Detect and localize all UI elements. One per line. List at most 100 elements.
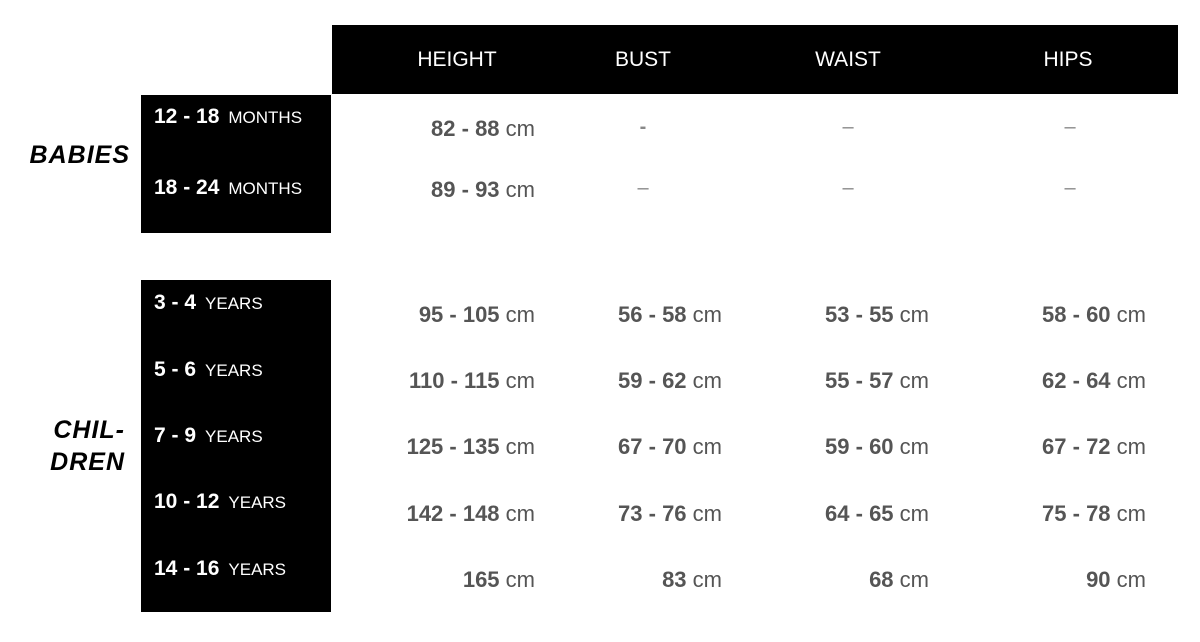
size-unit: YEARS bbox=[228, 560, 287, 579]
hips-value: 75 - 78 cm bbox=[1042, 501, 1146, 527]
measurement: 62 - 64 bbox=[1042, 368, 1111, 393]
unit: cm bbox=[505, 501, 535, 526]
hips-value: 62 - 64 cm bbox=[1042, 368, 1146, 394]
measurement: 67 - 70 bbox=[618, 434, 687, 459]
size-label: 5 - 6 YEARS bbox=[154, 358, 263, 382]
unit: cm bbox=[1116, 434, 1146, 459]
measurement: 56 - 58 bbox=[618, 302, 687, 327]
bust-value: - bbox=[639, 116, 647, 138]
unit: cm bbox=[1116, 368, 1146, 393]
measurement: 55 - 57 bbox=[825, 368, 894, 393]
group-label-babies: BABIES bbox=[29, 141, 130, 169]
unit: cm bbox=[899, 567, 929, 592]
bust-value: 59 - 62 cm bbox=[618, 368, 722, 394]
measurement: 73 - 76 bbox=[618, 501, 687, 526]
size-unit: YEARS bbox=[205, 427, 263, 446]
unit: cm bbox=[692, 368, 722, 393]
size-label: 14 - 16 YEARS bbox=[154, 557, 286, 581]
size-label: 12 - 18 MONTHS bbox=[154, 105, 302, 129]
measurement: 125 - 135 bbox=[406, 434, 500, 459]
size-unit: YEARS bbox=[205, 294, 263, 313]
waist-value: – bbox=[842, 177, 854, 199]
unit: cm bbox=[692, 567, 722, 592]
bust-value: 83 cm bbox=[662, 567, 722, 593]
height-value: 165 cm bbox=[463, 567, 535, 593]
unit: cm bbox=[505, 434, 535, 459]
size-range: 14 - 16 bbox=[154, 557, 220, 580]
measurement: 67 - 72 bbox=[1042, 434, 1111, 459]
unit: cm bbox=[899, 368, 929, 393]
group-label-line: DREN bbox=[50, 448, 125, 476]
measurement: 68 bbox=[869, 567, 894, 592]
measurement: 82 - 88 bbox=[431, 116, 500, 141]
unit: cm bbox=[1116, 302, 1146, 327]
measurement: 95 - 105 bbox=[418, 302, 500, 327]
measurement: 90 bbox=[1086, 567, 1111, 592]
unit: cm bbox=[1116, 567, 1146, 592]
bust-value: 56 - 58 cm bbox=[618, 302, 722, 328]
unit: cm bbox=[505, 177, 535, 202]
size-label: 18 - 24 MONTHS bbox=[154, 176, 302, 200]
height-value: 89 - 93 cm bbox=[431, 177, 535, 203]
header-bar bbox=[332, 25, 1178, 94]
waist-value: 53 - 55 cm bbox=[825, 302, 929, 328]
unit: cm bbox=[899, 501, 929, 526]
waist-value: 68 cm bbox=[869, 567, 929, 593]
hips-value: 67 - 72 cm bbox=[1042, 434, 1146, 460]
waist-value: 55 - 57 cm bbox=[825, 368, 929, 394]
height-value: 142 - 148 cm bbox=[407, 501, 535, 527]
measurement: 165 bbox=[462, 567, 500, 592]
measurement: 75 - 78 bbox=[1042, 501, 1111, 526]
unit: cm bbox=[692, 501, 722, 526]
column-header-hips: HIPS bbox=[1043, 48, 1093, 71]
bust-value: – bbox=[637, 177, 649, 199]
hips-value: – bbox=[1064, 116, 1076, 138]
hips-value: 58 - 60 cm bbox=[1042, 302, 1146, 328]
measurement: 83 bbox=[662, 567, 687, 592]
size-unit: YEARS bbox=[205, 361, 263, 380]
height-value: 110 - 115 cm bbox=[409, 368, 535, 394]
babies-label-block bbox=[141, 95, 331, 233]
unit: cm bbox=[899, 302, 929, 327]
group-label-children: CHIL- DREN bbox=[10, 414, 125, 478]
group-label-line: CHIL- bbox=[53, 416, 125, 444]
unit: cm bbox=[692, 302, 722, 327]
size-range: 18 - 24 bbox=[154, 176, 220, 199]
unit: cm bbox=[1116, 501, 1146, 526]
hips-value: – bbox=[1064, 177, 1076, 199]
hips-value: 90 cm bbox=[1086, 567, 1146, 593]
size-range: 7 - 9 bbox=[154, 424, 197, 447]
unit: cm bbox=[505, 302, 535, 327]
waist-value: 64 - 65 cm bbox=[825, 501, 929, 527]
unit: cm bbox=[505, 116, 535, 141]
measurement: 58 - 60 bbox=[1042, 302, 1111, 327]
measurement: 89 - 93 bbox=[431, 177, 500, 202]
size-label: 10 - 12 YEARS bbox=[154, 490, 286, 514]
unit: cm bbox=[899, 434, 929, 459]
waist-value: – bbox=[842, 116, 854, 138]
unit: cm bbox=[692, 434, 722, 459]
measurement: 142 - 148 bbox=[406, 501, 500, 526]
size-range: 12 - 18 bbox=[154, 105, 220, 128]
size-label: 3 - 4 YEARS bbox=[154, 291, 263, 315]
column-header-waist: WAIST bbox=[815, 48, 881, 71]
size-unit: MONTHS bbox=[228, 179, 303, 198]
bust-value: 67 - 70 cm bbox=[618, 434, 722, 460]
column-header-bust: BUST bbox=[614, 48, 672, 71]
waist-value: 59 - 60 cm bbox=[825, 434, 929, 460]
unit: cm bbox=[505, 368, 535, 393]
size-unit: YEARS bbox=[228, 493, 287, 512]
measurement: 110 - 115 bbox=[409, 368, 500, 393]
measurement: 64 - 65 bbox=[825, 501, 894, 526]
measurement: 59 - 60 bbox=[825, 434, 894, 459]
children-label-block bbox=[141, 280, 331, 612]
measurement: 53 - 55 bbox=[825, 302, 894, 327]
height-value: 125 - 135 cm bbox=[407, 434, 535, 460]
size-label: 7 - 9 YEARS bbox=[154, 424, 263, 448]
unit: cm bbox=[505, 567, 535, 592]
column-header-height: HEIGHT bbox=[417, 48, 497, 71]
size-unit: MONTHS bbox=[228, 108, 303, 127]
height-value: 82 - 88 cm bbox=[431, 116, 535, 142]
size-range: 3 - 4 bbox=[154, 291, 197, 314]
size-range: 10 - 12 bbox=[154, 490, 220, 513]
